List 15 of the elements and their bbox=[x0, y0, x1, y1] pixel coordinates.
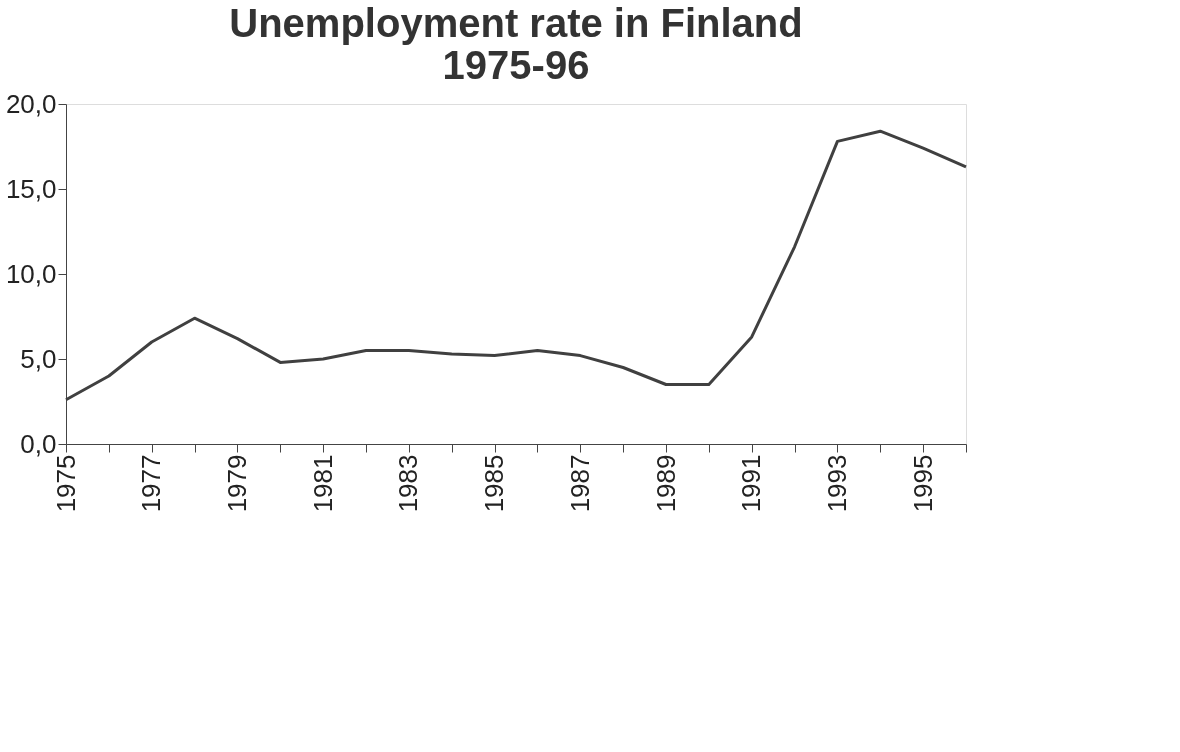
x-tick-label: 1983 bbox=[393, 454, 424, 513]
chart-title: Unemployment rate in Finland 1975-96 bbox=[229, 1, 803, 87]
x-tick-label: 1979 bbox=[221, 454, 252, 513]
y-tick-label: 20,0 bbox=[5, 88, 57, 119]
x-tick-label: 1985 bbox=[479, 454, 510, 513]
x-tick-label: 1981 bbox=[307, 454, 338, 513]
x-tick-label: 1987 bbox=[564, 454, 595, 513]
y-tick-label: 15,0 bbox=[5, 173, 57, 204]
x-tick-label: 1977 bbox=[136, 454, 167, 513]
x-tick-label: 1989 bbox=[650, 454, 681, 513]
y-tick-label: 5,0 bbox=[20, 343, 57, 374]
x-tick-label: 1991 bbox=[736, 454, 767, 513]
x-tick-label: 1995 bbox=[907, 454, 938, 513]
x-tick-label: 1993 bbox=[821, 454, 852, 513]
y-tick-label: 10,0 bbox=[5, 258, 57, 289]
